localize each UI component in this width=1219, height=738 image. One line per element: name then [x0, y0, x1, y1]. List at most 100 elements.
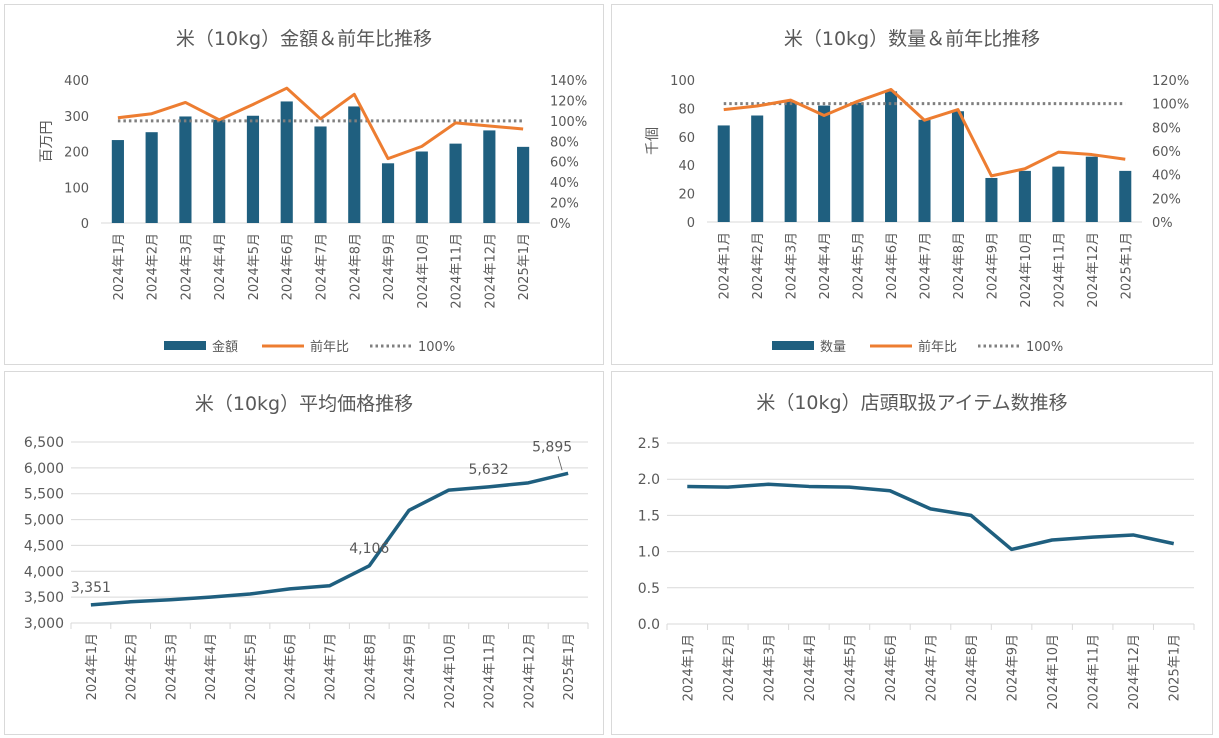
legend-label: 100% [418, 340, 455, 355]
x-tick-label: 2024年5月 [247, 233, 262, 300]
y-right-tick-label: 0% [550, 217, 571, 232]
bar [179, 116, 192, 223]
y-tick-label: 1.0 [638, 545, 660, 561]
bar [818, 105, 831, 222]
y-tick-label: 4,500 [24, 538, 64, 554]
x-tick-label: 2024年7月 [324, 633, 339, 700]
x-tick-label: 2024年6月 [284, 633, 299, 700]
legend-label: 金額 [212, 339, 238, 355]
y-left-tick-label: 60 [678, 131, 695, 146]
x-tick-label: 2025年1月 [562, 633, 577, 700]
amount-chart: 米（10kg）金額＆前年比推移 0 100 200 300 400 0% 20% 40% 60% 8… [39, 28, 587, 355]
y-left-tick-label: 80 [678, 102, 695, 117]
y-right-tick-label: 80% [550, 135, 579, 150]
x-tick-label: 2024年11月 [483, 633, 498, 709]
x-tick-label: 2024年8月 [952, 232, 967, 299]
amount-chart-panel: 米（10kg）金額＆前年比推移 0 100 200 300 400 0% 20% 40% 60% 8… [4, 4, 604, 365]
bar [1052, 166, 1065, 222]
bar [145, 132, 158, 223]
y-right-tick-label: 80% [1152, 121, 1181, 136]
y-right-tick-label: 120% [1152, 74, 1189, 89]
x-tick-label: 2025年1月 [1119, 232, 1134, 299]
chart-title: 米（10kg）店頭取扱アイテム数推移 [756, 392, 1067, 414]
y-tick-label: 4,000 [24, 564, 64, 580]
chart-title: 米（10kg）数量＆前年比推移 [784, 28, 1040, 50]
x-tick-label: 2024年9月 [382, 233, 397, 300]
bar [517, 146, 530, 223]
x-tick-label: 2024年7月 [919, 232, 934, 299]
y-right-tick-label: 20% [550, 197, 579, 212]
legend-swatch-bar [164, 341, 206, 350]
y-tick-label: 6,500 [24, 435, 64, 451]
chart-title: 米（10kg）金額＆前年比推移 [176, 28, 432, 50]
y-right-tick-label: 140% [550, 74, 587, 89]
y-right-tick-label: 20% [1152, 192, 1181, 207]
y-tick-label: 0.0 [638, 617, 660, 633]
x-tick-label: 2024年1月 [112, 233, 127, 300]
y-left-tick-label: 300 [64, 110, 89, 125]
bar [415, 151, 428, 223]
x-tick-label: 2024年10月 [416, 233, 431, 309]
y-right-tick-label: 60% [550, 156, 579, 171]
x-tick-label: 2024年3月 [179, 233, 194, 300]
x-tick-label: 2024年5月 [852, 232, 867, 299]
data-label: 4,106 [349, 541, 389, 557]
y-tick-label: 1.5 [638, 508, 660, 524]
bar [314, 126, 327, 223]
x-tick-label: 2024年10月 [1019, 232, 1034, 308]
y-left-tick-label: 20 [678, 188, 695, 203]
avgprice-chart-panel: 米（10kg）平均価格推移 3,000 3,500 4,000 4,500 5,000 5,… [4, 371, 604, 735]
y-right-tick-label: 40% [550, 176, 579, 191]
x-tick-label: 2024年2月 [146, 233, 161, 300]
y-axis-title: 百万円 [39, 121, 55, 163]
x-tick-label: 2024年7月 [315, 233, 330, 300]
bar [885, 91, 898, 222]
x-tick-label: 2024年12月 [483, 233, 498, 309]
y-right-tick-label: 60% [1152, 145, 1181, 160]
bar [213, 119, 226, 223]
x-tick-label: 2024年1月 [85, 633, 100, 700]
x-tick-label: 2024年6月 [885, 232, 900, 299]
bar [381, 163, 395, 223]
y-tick-label: 3,000 [24, 616, 64, 632]
x-tick-label: 2024年9月 [403, 633, 418, 700]
y-left-tick-label: 100 [64, 181, 89, 196]
bar [1018, 170, 1031, 222]
y-left-tick-label: 400 [64, 74, 89, 89]
y-axis-title: 千個 [645, 127, 661, 155]
y-left-tick-label: 200 [64, 146, 89, 161]
x-tick-label: 2024年4月 [204, 633, 219, 700]
x-tick-label: 2024年10月 [443, 633, 458, 709]
bar [280, 101, 293, 223]
bar [111, 140, 124, 223]
x-tick-label: 2024年1月 [718, 232, 733, 299]
x-tick-label: 2024年6月 [281, 233, 296, 300]
avgprice-chart: 米（10kg）平均価格推移 3,000 3,500 4,000 4,500 5,000 5,… [24, 393, 589, 709]
x-tick-label: 2025年1月 [1168, 634, 1183, 701]
x-tick-label: 2024年6月 [884, 634, 899, 701]
y-right-tick-label: 40% [1152, 169, 1181, 184]
series-line [687, 482, 1175, 552]
x-tick-label: 2024年3月 [785, 232, 800, 299]
bar [1119, 170, 1132, 222]
bar [918, 119, 931, 222]
quantity-chart: 米（10kg）数量＆前年比推移 0 20 40 60 80 100 0% 20% 40% 60% 80… [645, 28, 1189, 355]
quantity-chart-panel: 米（10kg）数量＆前年比推移 0 20 40 60 80 100 0% 20% 40% 60% 80… [611, 4, 1213, 365]
y-tick-label: 6,000 [24, 461, 64, 477]
bar [348, 106, 361, 223]
y-right-tick-label: 120% [550, 94, 587, 109]
bar [483, 130, 496, 223]
legend-label: 数量 [820, 340, 846, 355]
y-left-tick-label: 40 [678, 159, 695, 174]
x-tick-label: 2024年11月 [450, 233, 465, 309]
bar [1085, 156, 1098, 222]
legend-label: 前年比 [310, 339, 349, 355]
x-tick-label: 2024年4月 [818, 232, 833, 299]
bar [246, 115, 260, 223]
y-right-tick-label: 100% [550, 115, 587, 130]
x-tick-label: 2024年8月 [348, 233, 363, 300]
x-tick-label: 2024年12月 [1086, 232, 1101, 308]
y-tick-label: 0.5 [638, 581, 660, 597]
x-tick-label: 2024年5月 [244, 633, 259, 700]
series-line [90, 471, 569, 607]
